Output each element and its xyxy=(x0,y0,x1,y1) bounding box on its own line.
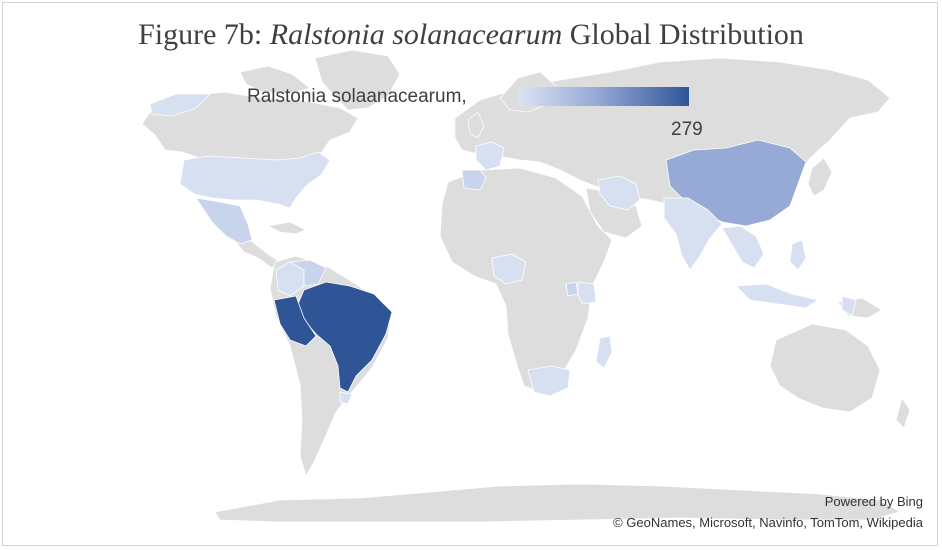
map-title: Figure 7b: Ralstonia solanacearum Global… xyxy=(138,18,804,51)
region-australia xyxy=(769,323,881,413)
region-peru xyxy=(273,295,317,347)
legend-max-value: 279 xyxy=(671,119,703,140)
region-madagascar xyxy=(595,335,613,369)
region-iran xyxy=(597,175,641,211)
region-kenya xyxy=(577,281,597,305)
region-canada-partial xyxy=(149,93,211,117)
region-uganda xyxy=(565,281,579,297)
region-india xyxy=(663,197,723,271)
region-mexico xyxy=(195,197,253,245)
region-japan xyxy=(807,157,833,197)
legend-color-scale xyxy=(519,87,689,106)
region-caribbean xyxy=(267,221,307,235)
region-africa xyxy=(439,167,613,393)
region-philippines xyxy=(789,239,807,271)
region-greenland xyxy=(314,49,401,111)
region-indonesia xyxy=(735,283,819,309)
region-uruguay xyxy=(339,391,353,405)
legend-label: Ralstonia solaanacearum, xyxy=(247,86,467,107)
species-name: Ralstonia solanacearum xyxy=(269,18,563,51)
region-sulawesi xyxy=(841,295,857,317)
region-spain xyxy=(461,169,487,191)
region-antarctica xyxy=(214,483,901,523)
region-uk xyxy=(467,111,485,139)
region-france xyxy=(475,141,505,171)
region-new-zealand xyxy=(895,397,911,429)
region-nigeria xyxy=(491,253,527,285)
landmass-layer xyxy=(141,49,911,523)
powered-by-credit: Powered by Bing xyxy=(824,494,923,509)
region-southeast-asia xyxy=(721,225,765,269)
map-sources-credit: © GeoNames, Microsoft, Navinfo, TomTom, … xyxy=(613,515,923,530)
region-venezuela xyxy=(289,259,327,287)
region-united-states xyxy=(179,151,331,209)
region-south-africa xyxy=(527,365,571,397)
region-arctic-islands xyxy=(239,65,311,95)
